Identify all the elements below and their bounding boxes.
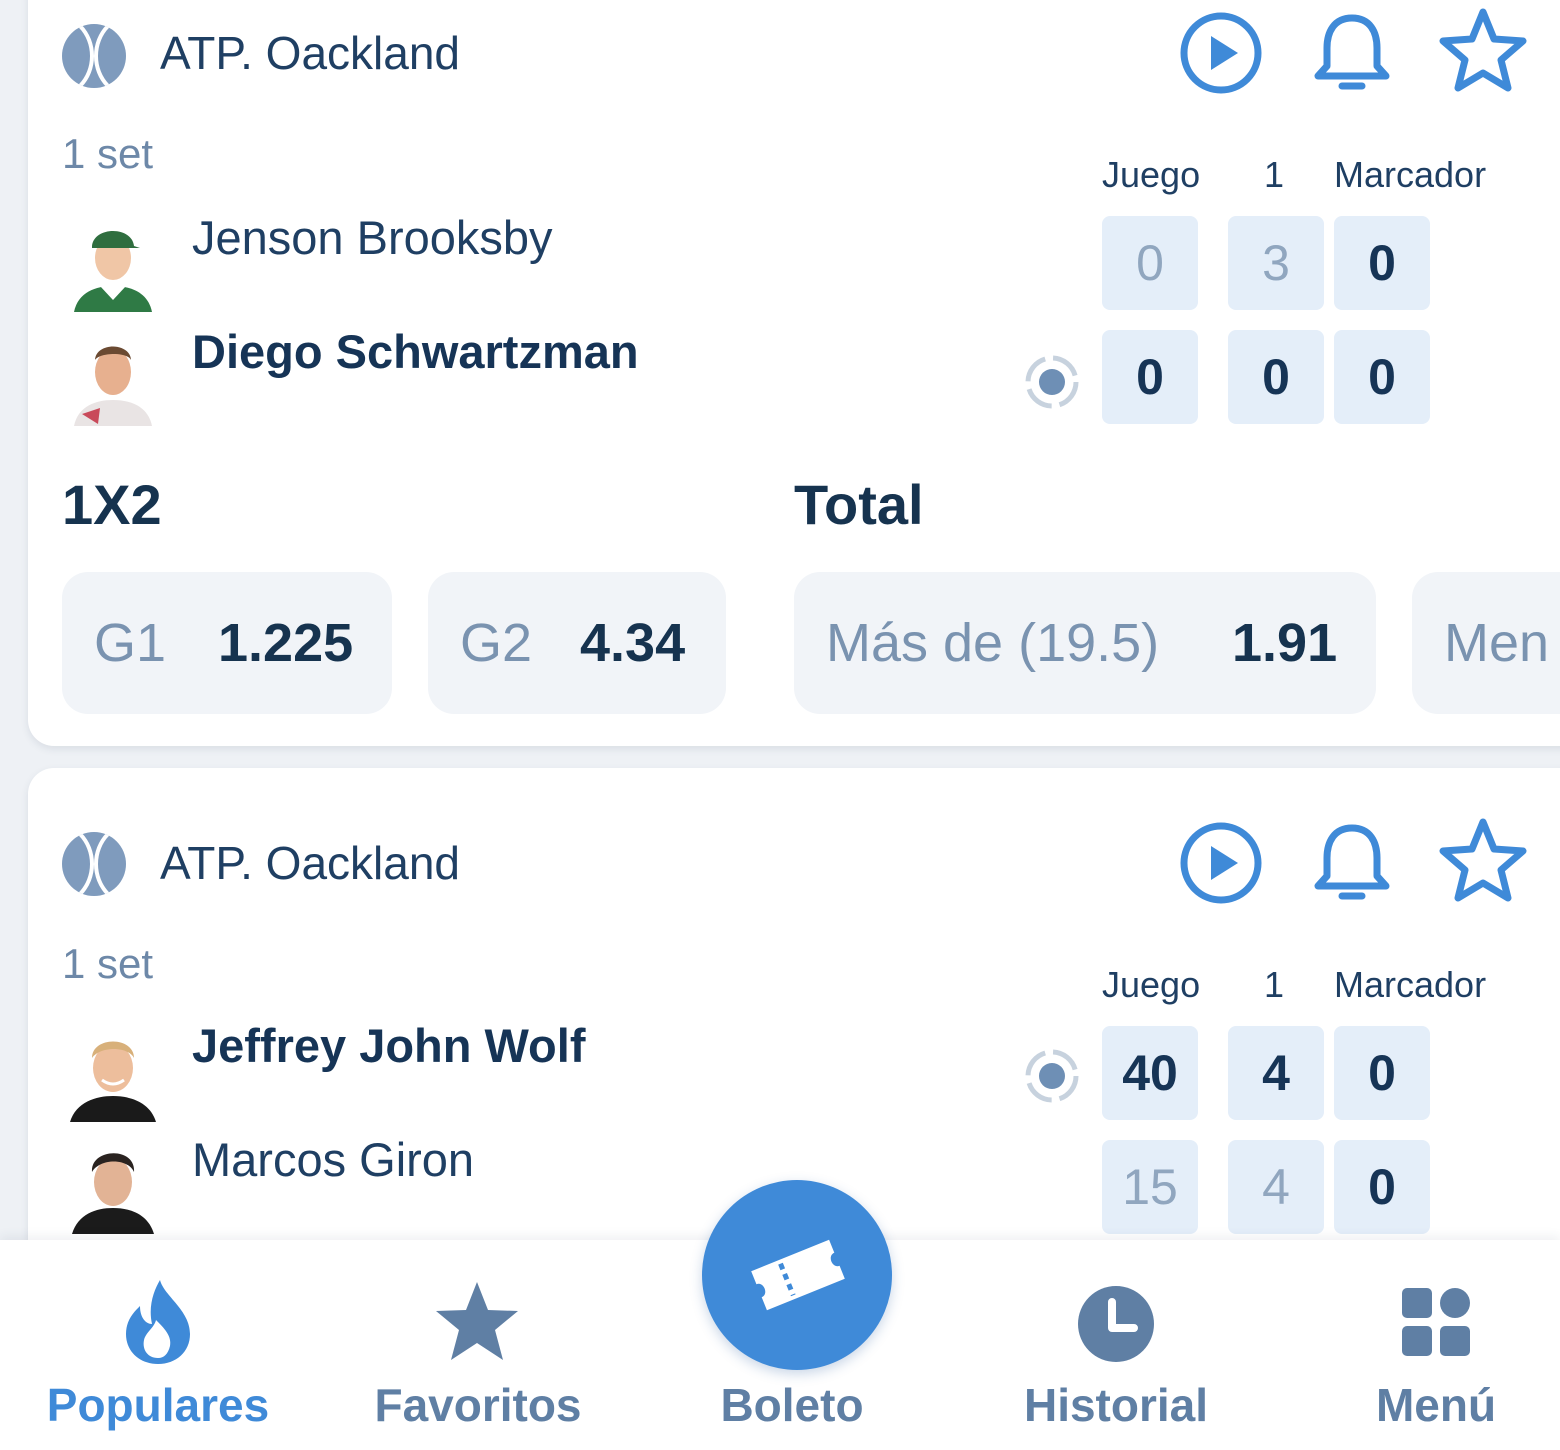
col-header-score: Marcador: [1334, 154, 1487, 195]
market-title-total: Total: [794, 473, 924, 536]
col-header-score: Marcador: [1334, 964, 1487, 1005]
serve-indicator-icon: [1025, 355, 1079, 409]
match-score: 0: [1334, 1140, 1430, 1234]
player-name: Jeffrey John Wolf: [192, 1019, 586, 1072]
ticket-icon: [751, 1239, 845, 1311]
nav-label: Favoritos: [374, 1379, 582, 1431]
set-label: 1 set: [62, 940, 154, 987]
odds-label: Más de (19.5): [826, 613, 1160, 673]
nav-label: Populares: [46, 1379, 270, 1431]
odds-button-over[interactable]: Más de (19.5) 1.91: [794, 572, 1376, 714]
nav-populares[interactable]: Populares: [20, 1240, 296, 1450]
flame-icon: [126, 1280, 190, 1364]
set1-score: 0: [1228, 330, 1324, 424]
bell-icon[interactable]: [1310, 10, 1394, 98]
player-name: Marcos Giron: [192, 1133, 475, 1186]
league-name[interactable]: ATP. Oackland: [160, 837, 461, 889]
odds-button-under[interactable]: Men: [1412, 572, 1560, 714]
odds-value: 1.225: [218, 613, 354, 673]
player-name: Jenson Brooksby: [192, 211, 553, 264]
game-score: 15: [1102, 1140, 1198, 1234]
play-circle-icon[interactable]: [1178, 820, 1264, 906]
match-score: 0: [1334, 216, 1430, 310]
game-score: 0: [1102, 330, 1198, 424]
set1-score: 4: [1228, 1026, 1324, 1120]
league-name[interactable]: ATP. Oackland: [160, 27, 461, 79]
match-score: 0: [1334, 1026, 1430, 1120]
col-header-set1: 1: [1264, 154, 1285, 195]
boleto-fab-button[interactable]: [702, 1180, 892, 1370]
star-icon: [436, 1282, 518, 1360]
set1-score: 4: [1228, 1140, 1324, 1234]
nav-menu[interactable]: Menú: [1298, 1240, 1560, 1450]
play-circle-icon[interactable]: [1178, 10, 1264, 96]
odds-button-g1[interactable]: G1 1.225: [62, 572, 392, 714]
grid-menu-icon: [1402, 1288, 1470, 1356]
col-header-game: Juego: [1102, 154, 1201, 195]
match-card[interactable]: ATP. Oackland 1 set Juego 1 Marcador Jen…: [28, 0, 1560, 746]
odds-value: 4.34: [580, 613, 686, 673]
tennis-ball-icon: [62, 24, 126, 88]
bell-icon[interactable]: [1310, 820, 1394, 908]
market-title-1x2: 1X2: [62, 473, 162, 536]
nav-label: Boleto: [720, 1379, 864, 1431]
nav-historial[interactable]: Historial: [978, 1240, 1254, 1450]
serve-indicator-icon: [1025, 1049, 1079, 1103]
star-outline-icon[interactable]: [1438, 816, 1528, 906]
set-label: 1 set: [62, 130, 154, 177]
odds-label: Men: [1444, 613, 1550, 673]
player-avatar: [72, 1153, 154, 1234]
player-avatar: [74, 346, 152, 426]
odds-label: G2: [460, 613, 533, 673]
col-header-set1: 1: [1264, 964, 1285, 1005]
nav-label: Menú: [1375, 1379, 1497, 1431]
set1-score: 3: [1228, 216, 1324, 310]
tennis-ball-icon: [62, 832, 126, 896]
odds-value: 1.91: [1232, 613, 1338, 673]
player-avatar: [74, 231, 152, 312]
game-score: 40: [1102, 1026, 1198, 1120]
odds-label: G1: [94, 613, 167, 673]
player-name: Diego Schwartzman: [192, 325, 639, 378]
clock-icon: [1078, 1286, 1154, 1362]
odds-button-g2[interactable]: G2 4.34: [428, 572, 726, 714]
nav-boleto[interactable]: Boleto: [654, 1240, 930, 1450]
player-avatar: [70, 1041, 156, 1122]
game-score: 0: [1102, 216, 1198, 310]
star-outline-icon[interactable]: [1438, 6, 1528, 96]
nav-label: Historial: [1023, 1379, 1209, 1431]
nav-favoritos[interactable]: Favoritos: [340, 1240, 616, 1450]
match-score: 0: [1334, 330, 1430, 424]
col-header-game: Juego: [1102, 964, 1201, 1005]
